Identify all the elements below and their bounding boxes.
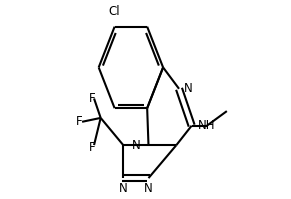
Text: F: F (89, 140, 95, 154)
Text: F: F (89, 92, 95, 105)
Text: Cl: Cl (109, 5, 120, 18)
Text: N: N (119, 182, 128, 195)
Text: NH: NH (198, 119, 216, 132)
Text: N: N (144, 182, 153, 195)
Text: F: F (76, 115, 83, 128)
Text: N: N (132, 139, 141, 152)
Text: N: N (184, 82, 192, 95)
